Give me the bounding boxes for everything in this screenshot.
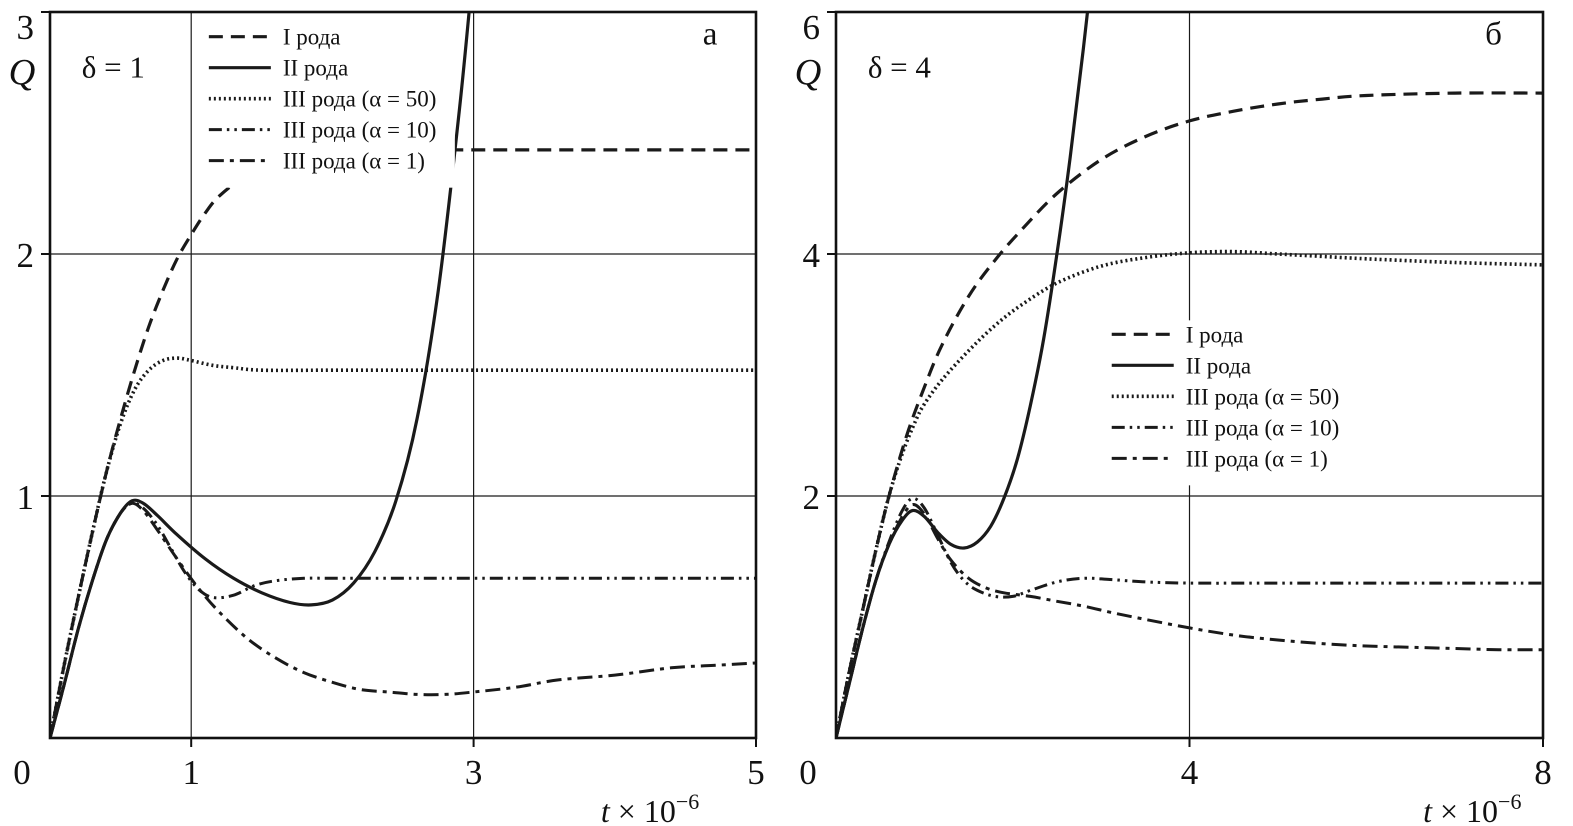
legend-label-iii-roda-a10: III рода (α = 10) bbox=[1186, 415, 1340, 440]
plot-frame bbox=[48, 10, 758, 740]
series-line-iii-roda-a10 bbox=[836, 496, 1543, 738]
legend-label-iii-roda-a1: III рода (α = 1) bbox=[283, 149, 425, 174]
legend-label-i-roda: I рода bbox=[1186, 322, 1244, 347]
origin-tick-label: 0 bbox=[799, 753, 817, 792]
x-axis-label: t × 10−6 bbox=[601, 789, 699, 826]
delta-annotation: δ = 4 bbox=[868, 49, 932, 84]
legend-label-ii-roda: II рода bbox=[283, 56, 348, 81]
y-tick-label-4: 4 bbox=[803, 236, 821, 275]
series-line-iii-roda-a50 bbox=[836, 249, 1543, 738]
series-line-iii-roda-a50 bbox=[50, 356, 756, 738]
y-axis-label: Q bbox=[9, 53, 36, 94]
chart-panel-b: 2 4 6 4 8 0 Q δ = 4 б t × 10−6 I рода II рода III ро… bbox=[795, 8, 1552, 826]
origin-tick-label: 0 bbox=[13, 753, 31, 792]
panel-letter: б bbox=[1485, 17, 1502, 53]
x-axis-label: t × 10−6 bbox=[1423, 789, 1521, 826]
series-line-iii-roda-a10 bbox=[50, 501, 756, 738]
legend-label-iii-roda-a1: III рода (α = 1) bbox=[1186, 446, 1328, 471]
series-line-iii-roda-a1 bbox=[836, 503, 1543, 738]
x-tick-label-4: 4 bbox=[1181, 753, 1199, 792]
series-line-iii-roda-a1 bbox=[50, 501, 756, 738]
y-tick-label-2: 2 bbox=[803, 478, 821, 517]
delta-annotation: δ = 1 bbox=[82, 49, 145, 84]
series-line-ii-roda bbox=[836, 12, 1090, 738]
legend-label-ii-roda: II рода bbox=[1186, 353, 1251, 378]
y-tick-label-1: 1 bbox=[17, 478, 35, 517]
x-tick-label-5: 5 bbox=[747, 753, 765, 792]
legend-label-iii-roda-a10: III рода (α = 10) bbox=[283, 118, 437, 143]
legend-label-iii-roda-a50: III рода (α = 50) bbox=[1186, 384, 1340, 409]
y-tick-label-2: 2 bbox=[17, 236, 35, 275]
y-tick-label-3: 3 bbox=[17, 8, 35, 47]
y-tick-label-6: 6 bbox=[803, 8, 821, 47]
legend-label-i-roda: I рода bbox=[283, 25, 341, 50]
legend-label-iii-roda-a50: III рода (α = 50) bbox=[283, 87, 437, 112]
panel-letter: а bbox=[703, 17, 718, 53]
x-tick-label-3: 3 bbox=[465, 753, 483, 792]
series-line-i-roda bbox=[50, 148, 756, 738]
y-axis-label: Q bbox=[795, 53, 822, 94]
x-tick-label-1: 1 bbox=[182, 753, 200, 792]
chart-panel-a: 1 2 3 1 3 5 0 Q δ = 1 а t × 10−6 I рода II рода III р… bbox=[9, 8, 765, 826]
x-tick-label-8: 8 bbox=[1534, 753, 1552, 792]
